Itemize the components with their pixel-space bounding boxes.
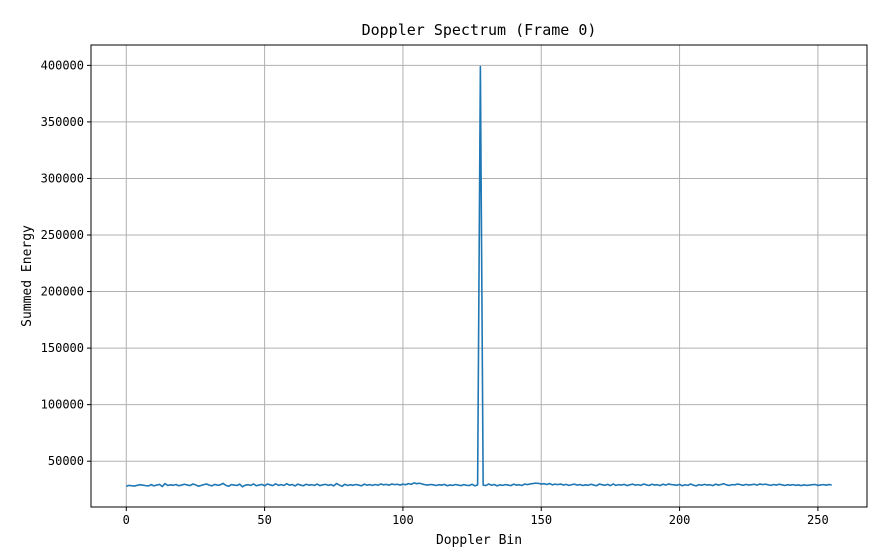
y-tick-label-6: 350000	[41, 115, 84, 129]
ticks: 0 50 100 150 200 250 50000 100000 150000 200000 25…	[41, 58, 829, 527]
x-tick-label-3: 150	[530, 513, 552, 527]
y-tick-label-0: 50000	[48, 454, 84, 468]
x-tick-label-4: 200	[669, 513, 691, 527]
y-tick-label-2: 150000	[41, 341, 84, 355]
y-tick-label-5: 300000	[41, 171, 84, 185]
x-tick-label-0: 0	[123, 513, 130, 527]
y-tick-label-3: 200000	[41, 285, 84, 299]
y-tick-label-1: 100000	[41, 398, 84, 412]
plot-frame	[90, 44, 868, 508]
x-axis-label: Doppler Bin	[436, 533, 522, 548]
series-layer	[126, 65, 832, 488]
y-axis-label: Summed Energy	[20, 225, 35, 327]
y-tick-label-7: 400000	[41, 58, 84, 72]
x-tick-label-5: 250	[807, 513, 829, 527]
y-tick-label-4: 250000	[41, 228, 84, 242]
x-tick-label-2: 100	[392, 513, 414, 527]
series-line-0	[126, 65, 832, 488]
x-tick-label-1: 50	[257, 513, 271, 527]
chart-title: Doppler Spectrum (Frame 0)	[362, 21, 597, 39]
